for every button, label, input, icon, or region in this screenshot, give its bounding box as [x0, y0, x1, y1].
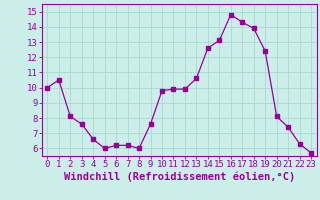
- X-axis label: Windchill (Refroidissement éolien,°C): Windchill (Refroidissement éolien,°C): [64, 172, 295, 182]
